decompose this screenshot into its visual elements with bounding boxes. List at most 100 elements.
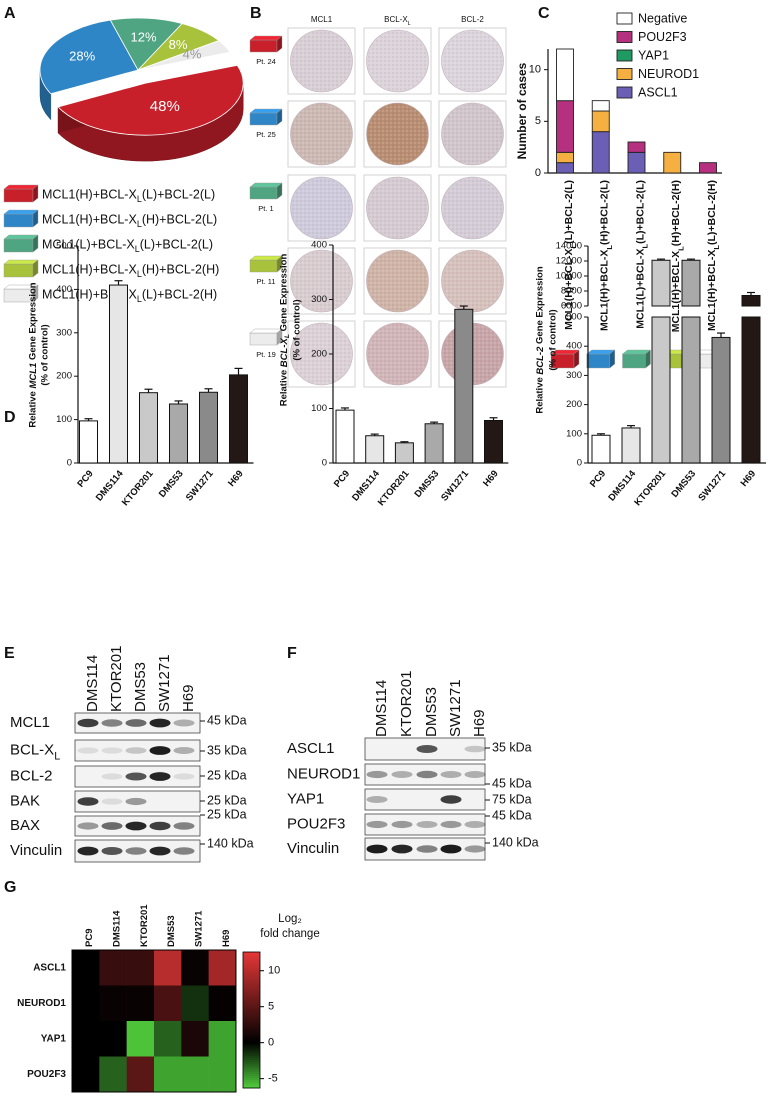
ihc-texture: [291, 324, 352, 384]
y-tick-label: 400: [566, 341, 582, 352]
legend-swatch: [616, 49, 633, 62]
blot-band: [125, 747, 147, 754]
colorbar-strip: [243, 1056, 260, 1059]
ihc-column-label: BCL-2: [461, 15, 484, 24]
y-tick-label: 400: [311, 240, 327, 251]
swatch-top: [249, 182, 283, 188]
colorbar-strip: [243, 998, 260, 1001]
swatch-front: [249, 332, 278, 346]
panel-label: G: [4, 879, 16, 896]
bar-segment: [663, 151, 682, 174]
lane-label: SW1271: [156, 654, 173, 712]
colorbar-strip: [243, 1074, 260, 1077]
swatch-front: [249, 186, 278, 200]
bar: [711, 336, 731, 464]
ihc-column-label: MCL1: [311, 15, 333, 24]
blot-band: [101, 773, 123, 780]
y-tick-label: 200: [566, 399, 582, 410]
patient-label: Pt. 19: [256, 350, 276, 359]
colorbar-strip: [243, 1046, 260, 1049]
heatmap-cell: [208, 1056, 237, 1093]
heatmap-cell: [153, 950, 182, 986]
x-tick-label: DMS53: [157, 468, 186, 499]
y-tick-label: 5: [535, 115, 541, 127]
lane-label: DMS53: [132, 662, 149, 712]
swatch-top: [3, 234, 39, 240]
y-tick-label: 500: [56, 241, 72, 252]
colorbar-strip: [243, 1022, 260, 1025]
colorbar-strip: [243, 1054, 260, 1057]
blot-band: [125, 772, 147, 781]
blot-band: [416, 744, 438, 754]
swatch-front: [3, 263, 34, 278]
colorbar-strip: [243, 1078, 260, 1081]
heatmap-cell: [126, 950, 155, 986]
lane-label: DMS114: [373, 680, 390, 737]
blot-band: [391, 844, 413, 854]
heatmap-cell: [72, 950, 100, 986]
y-tick-label: 6000: [561, 301, 582, 312]
row-label: YAP1: [41, 1033, 67, 1044]
y-axis-label: Relative BCL-XL Gene Expression: [279, 254, 292, 407]
colorbar-strip: [243, 958, 260, 961]
colorbar-strip: [243, 1050, 260, 1053]
bar: [651, 259, 671, 307]
row-label: ASCL1: [33, 962, 66, 973]
ihc-texture: [442, 31, 503, 91]
y-tick-label: 10: [529, 64, 541, 76]
colorbar-strip: [243, 1052, 260, 1055]
swatch-top: [249, 108, 283, 114]
x-tick-label: PC9: [332, 468, 352, 489]
colorbar-strip: [243, 1072, 260, 1075]
column-label: SW1271: [194, 910, 205, 947]
bar: [454, 308, 474, 464]
heatmap-cell: [126, 985, 155, 1022]
swatch-side: [276, 328, 283, 346]
colorbar-title: fold change: [260, 928, 319, 940]
patient-label: Pt. 24: [256, 57, 276, 66]
y-tick-label: 0: [577, 458, 582, 469]
swatch-side: [32, 184, 39, 203]
ihc-texture: [442, 178, 503, 238]
bar: [484, 419, 503, 464]
colorbar-strip: [243, 988, 260, 991]
bar-segment: [591, 110, 610, 133]
heatmap-cell: [181, 1021, 209, 1057]
colorbar-strip: [243, 1036, 260, 1039]
blot-band: [149, 772, 171, 781]
ihc-texture: [291, 178, 352, 238]
x-tick-label: MCL1(H)+BCL-XL(H)+BCL-2(L): [599, 180, 614, 331]
colorbar-strip: [243, 980, 260, 983]
blot-band: [101, 719, 123, 727]
row-label: Vinculin: [287, 840, 339, 857]
legend-label: MCL1(H)+BCL-XL(L)+BCL-2(L): [42, 187, 215, 204]
blot-band: [416, 770, 438, 779]
y-tick-label: 0: [322, 458, 327, 469]
pie-label: 48%: [150, 98, 180, 115]
bar: [365, 435, 385, 464]
colorbar-strip: [243, 962, 260, 965]
swatch-top: [249, 328, 283, 334]
blot-band: [440, 844, 462, 854]
colorbar-strip: [243, 986, 260, 989]
blot-band: [416, 845, 438, 853]
y-tick-label: 200: [56, 371, 72, 382]
panel-label: F: [287, 645, 297, 662]
legend-label: POU2F3: [638, 30, 687, 44]
pie-slice: [137, 40, 231, 71]
colorbar-strip: [243, 984, 260, 987]
colorbar-strip: [243, 1034, 260, 1037]
bar-segment: [627, 151, 646, 174]
colorbar-strip: [243, 956, 260, 959]
column-label: PC9: [84, 929, 95, 947]
colorbar-strip: [243, 1000, 260, 1003]
colorbar-strip: [243, 952, 260, 955]
pie-label: 8%: [169, 37, 188, 52]
pie-slice: [57, 64, 244, 136]
ihc-texture: [367, 251, 428, 311]
x-tick-label: H69: [226, 468, 246, 488]
colorbar-strip: [243, 1042, 260, 1045]
pie-label: 12%: [130, 29, 156, 44]
row-label: YAP1: [287, 790, 324, 807]
y-axis-label: Relative MCL1 Gene Expression: [28, 282, 39, 427]
